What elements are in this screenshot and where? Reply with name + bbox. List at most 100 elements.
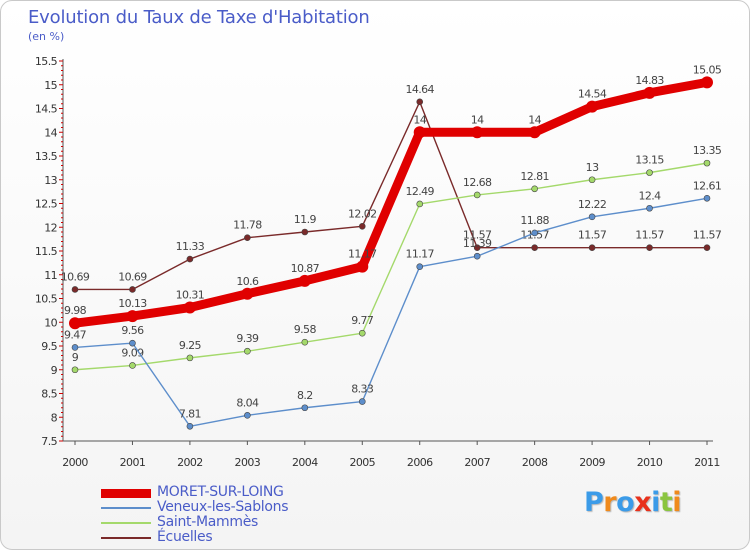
y-tick-label: 9.5 [41, 340, 57, 353]
data-point [473, 244, 481, 251]
data-point [69, 317, 81, 330]
data-point [416, 98, 424, 106]
data-point [471, 126, 484, 139]
legend-label: Écuelles [157, 529, 213, 545]
data-label: 7.81 [179, 407, 201, 420]
data-point [298, 274, 311, 287]
legend-label: MORET-SUR-LOING [157, 484, 284, 500]
logo-letter: x [634, 487, 652, 518]
data-point [186, 354, 194, 362]
x-tick-label: 2007 [464, 456, 490, 469]
data-point [244, 412, 251, 419]
data-point [301, 404, 309, 412]
x-tick-label: 2006 [407, 456, 433, 469]
data-label: 9.56 [121, 324, 144, 337]
legend-item: Saint-Mammès [101, 515, 361, 530]
data-label: 11.17 [348, 248, 377, 261]
data-point [71, 366, 79, 374]
data-point [586, 100, 599, 113]
x-tick-label: 2002 [177, 456, 203, 469]
logo-letter: i [651, 487, 660, 518]
legend-item: Veneux-les-Sablons [101, 500, 361, 515]
data-label: 9.77 [351, 314, 374, 327]
legend-item: Écuelles [101, 530, 361, 545]
x-tick-label: 2000 [62, 456, 88, 469]
data-point [244, 234, 251, 241]
legend-label: Saint-Mammès [157, 514, 259, 530]
data-point [416, 263, 424, 270]
y-tick-label: 11.5 [35, 245, 58, 258]
y-tick-label: 12.5 [35, 198, 58, 211]
x-tick-label: 2001 [120, 456, 146, 469]
logo-letter: t [659, 487, 673, 518]
legend-swatch [101, 489, 151, 498]
data-point [646, 244, 653, 251]
data-label: 11.57 [693, 229, 722, 242]
data-label: 9.25 [179, 339, 202, 352]
series-line [70, 77, 712, 328]
y-tick-label: 10 [44, 316, 57, 329]
data-label: 12.68 [463, 176, 492, 189]
legend-swatch [101, 507, 151, 509]
y-tick-label: 7.5 [41, 435, 57, 448]
logo-letter: P [584, 487, 604, 518]
data-label: 14.54 [578, 88, 607, 101]
data-point [186, 422, 194, 430]
data-point [588, 244, 596, 251]
data-point [703, 194, 711, 202]
series-line [74, 197, 708, 427]
data-label: 15.05 [693, 63, 722, 76]
data-point [588, 176, 596, 184]
data-label: 11.33 [176, 240, 205, 253]
data-label: 9 [72, 351, 79, 364]
data-label: 10.87 [291, 262, 320, 275]
x-tick-label: 2009 [579, 456, 605, 469]
data-label: 11.57 [463, 229, 492, 242]
data-label: 9.09 [121, 346, 144, 359]
data-label: 8.33 [351, 383, 374, 396]
data-label: 8.04 [236, 396, 259, 409]
legend-swatch [101, 522, 151, 524]
data-label: 8.2 [297, 389, 313, 402]
data-point [71, 286, 79, 293]
series-line [74, 162, 708, 371]
y-tick-label: 15 [44, 79, 57, 92]
logo-letter: o [616, 487, 635, 518]
logo-letter: i [672, 487, 682, 518]
data-label: 9.98 [64, 304, 87, 317]
data-point [244, 347, 251, 355]
x-tick-label: 2011 [694, 456, 720, 469]
y-tick-label: 12 [44, 221, 57, 234]
data-point [703, 244, 711, 251]
data-point [358, 223, 366, 230]
data-point [241, 287, 254, 300]
y-tick-label: 9 [51, 364, 58, 377]
data-point [413, 126, 426, 139]
data-point [356, 260, 369, 273]
data-label: 11.78 [233, 219, 262, 232]
data-label: 11.88 [520, 214, 549, 227]
data-point [528, 126, 541, 139]
y-tick-label: 14 [44, 126, 57, 139]
data-label: 10.6 [236, 275, 259, 288]
legend-swatch [101, 537, 151, 539]
series-line [74, 101, 708, 291]
data-label: 10.31 [176, 289, 205, 302]
data-label: 13.15 [635, 154, 664, 167]
data-label: 12.61 [693, 179, 722, 192]
data-point [701, 76, 713, 89]
y-tick-label: 10.5 [35, 293, 58, 306]
data-point [416, 200, 424, 208]
y-tick-label: 13.5 [35, 150, 58, 163]
chart-title: Evolution du Taux de Taxe d'Habitation [28, 7, 370, 28]
data-label: 10.69 [61, 270, 90, 283]
x-tick-label: 2004 [292, 456, 318, 469]
y-tick-label: 15.5 [35, 55, 58, 68]
data-point [646, 169, 653, 176]
data-point [588, 213, 596, 221]
data-label: 11.9 [294, 213, 317, 226]
data-label: 10.69 [118, 270, 147, 283]
data-label: 12.02 [348, 207, 377, 220]
